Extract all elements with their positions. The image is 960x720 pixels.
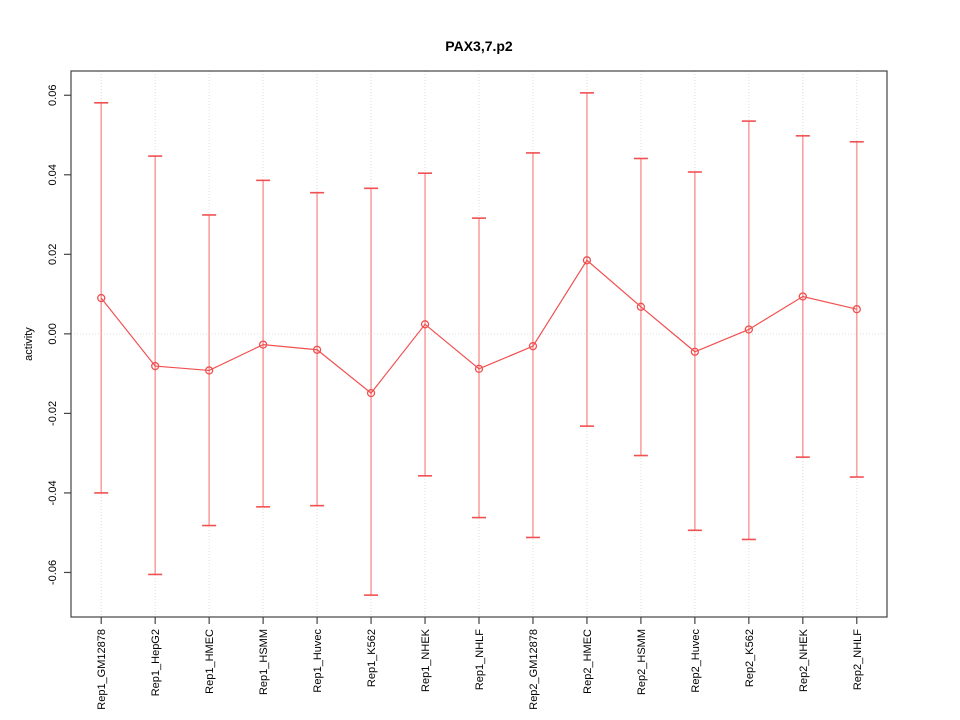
data-point	[366, 388, 376, 398]
data-point	[151, 361, 160, 371]
x-tick-label: Rep1_NHLF	[474, 629, 486, 690]
x-tick-label: Rep1_HSMM	[258, 629, 270, 695]
x-tick-label: Rep1_NHEK	[420, 628, 432, 692]
data-point	[205, 366, 214, 375]
data-point	[312, 345, 322, 354]
y-tick-label: 0.04	[47, 164, 59, 185]
data-point	[744, 325, 753, 334]
data-point	[798, 292, 807, 301]
y-tick-label: 0.02	[47, 244, 59, 265]
data-point	[582, 256, 592, 265]
x-tick-label: Rep2_NHLF	[852, 629, 864, 690]
data-point	[528, 342, 538, 351]
x-tick-label: Rep1_K562	[366, 629, 378, 687]
x-tick-label: Rep1_HMEC	[204, 629, 216, 694]
data-point	[690, 347, 700, 356]
data-point	[258, 340, 268, 349]
x-tick-label: Rep2_HMEC	[582, 629, 594, 694]
y-tick-label: -0.06	[47, 560, 59, 585]
x-tick-label: Rep2_HSMM	[636, 629, 648, 695]
data-point	[97, 293, 106, 303]
y-tick-label: -0.04	[47, 480, 59, 505]
x-tick-label: Rep2_K562	[744, 629, 756, 687]
x-tick-label: Rep2_Huvec	[690, 629, 702, 693]
x-tick-label: Rep2_GM12878	[528, 629, 540, 710]
y-tick-label: 0.00	[47, 323, 59, 344]
y-tick-label: -0.02	[47, 401, 59, 426]
x-tick-label: Rep1_GM12878	[96, 629, 108, 710]
data-point	[636, 302, 646, 311]
data-point	[474, 364, 484, 374]
y-axis-title: activity	[23, 327, 35, 361]
series-line	[100, 259, 857, 394]
chart-title: PAX3,7.p2	[445, 38, 513, 54]
data-point	[852, 305, 861, 314]
y-tick-label: 0.06	[47, 85, 59, 106]
x-tick-label: Rep2_NHEK	[798, 628, 810, 692]
x-tick-label: Rep1_HepG2	[150, 629, 162, 696]
data-point	[420, 320, 430, 329]
x-tick-label: Rep1_Huvec	[312, 629, 324, 693]
